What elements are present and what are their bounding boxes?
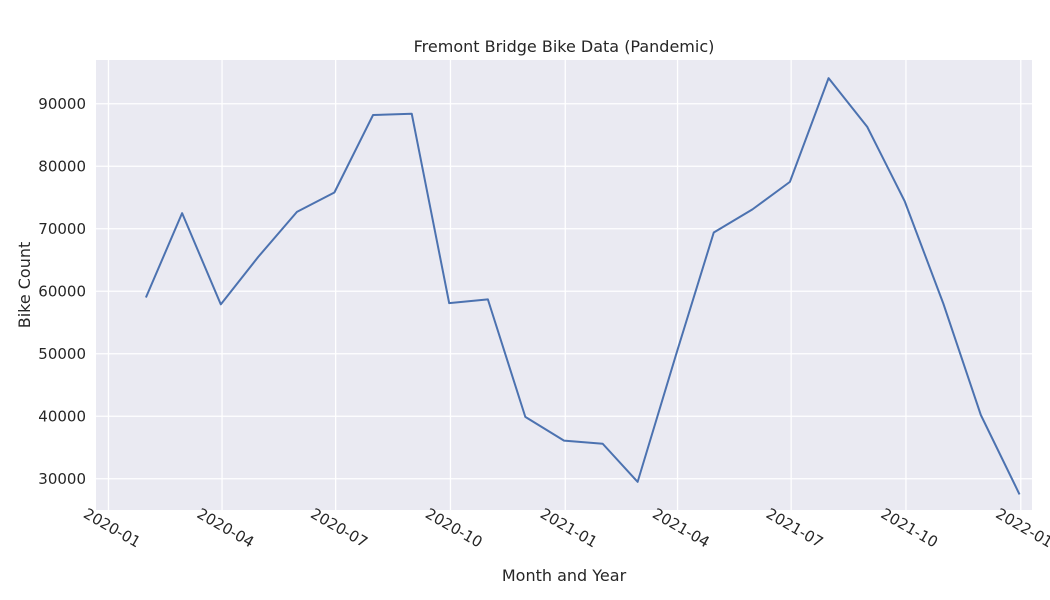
series-line: [145, 77, 1021, 495]
data-point: [180, 211, 184, 215]
chart-title: Fremont Bridge Bike Data (Pandemic): [414, 37, 715, 56]
data-point: [750, 207, 754, 211]
plot-background: [96, 60, 1032, 510]
y-tick-label: 80000: [38, 157, 86, 175]
series-layer: [144, 76, 1022, 496]
x-tick-label: 2021-01: [537, 504, 600, 551]
x-tick-label: 2021-10: [878, 504, 941, 551]
y-tick-label: 40000: [38, 407, 86, 425]
y-axis-title: Bike Count: [15, 242, 34, 329]
data-point: [447, 301, 451, 305]
x-tick-label: 2020-07: [307, 504, 370, 551]
data-point: [295, 210, 299, 214]
data-point: [332, 191, 336, 195]
data-point: [674, 352, 678, 356]
data-point: [903, 199, 907, 203]
x-tick-label: 2022-01: [993, 504, 1050, 551]
y-tick-label: 30000: [38, 470, 86, 488]
x-tick-label: 2020-01: [80, 504, 143, 551]
data-point: [523, 415, 527, 419]
grid: [96, 60, 1032, 510]
data-point: [636, 480, 640, 484]
x-tick-label: 2020-10: [422, 504, 485, 551]
data-point: [865, 125, 869, 129]
x-tick-label: 2021-07: [763, 504, 826, 551]
data-point: [562, 439, 566, 443]
x-axis-title: Month and Year: [502, 566, 627, 585]
x-tick-label: 2020-04: [194, 504, 257, 551]
data-point: [371, 113, 375, 117]
x-tick-label: 2021-04: [649, 504, 712, 551]
data-point: [144, 296, 148, 300]
data-point: [1018, 492, 1022, 496]
data-point: [712, 231, 716, 235]
x-axis-ticks: 2020-01 2020-04 2020-07 2020-10 2021-01 2021-…: [80, 504, 1050, 551]
y-tick-label: 50000: [38, 345, 86, 363]
data-point: [979, 413, 983, 417]
data-point: [827, 76, 831, 80]
data-point: [256, 255, 260, 259]
y-tick-label: 90000: [38, 95, 86, 113]
data-point: [601, 442, 605, 446]
y-tick-label: 70000: [38, 220, 86, 238]
data-point: [410, 112, 414, 116]
data-point: [788, 180, 792, 184]
data-point: [486, 297, 490, 301]
y-axis-ticks: 30000 40000 50000 60000 70000 80000 90000: [38, 95, 86, 488]
y-tick-label: 60000: [38, 282, 86, 300]
data-point: [941, 302, 945, 306]
data-point: [219, 302, 223, 306]
